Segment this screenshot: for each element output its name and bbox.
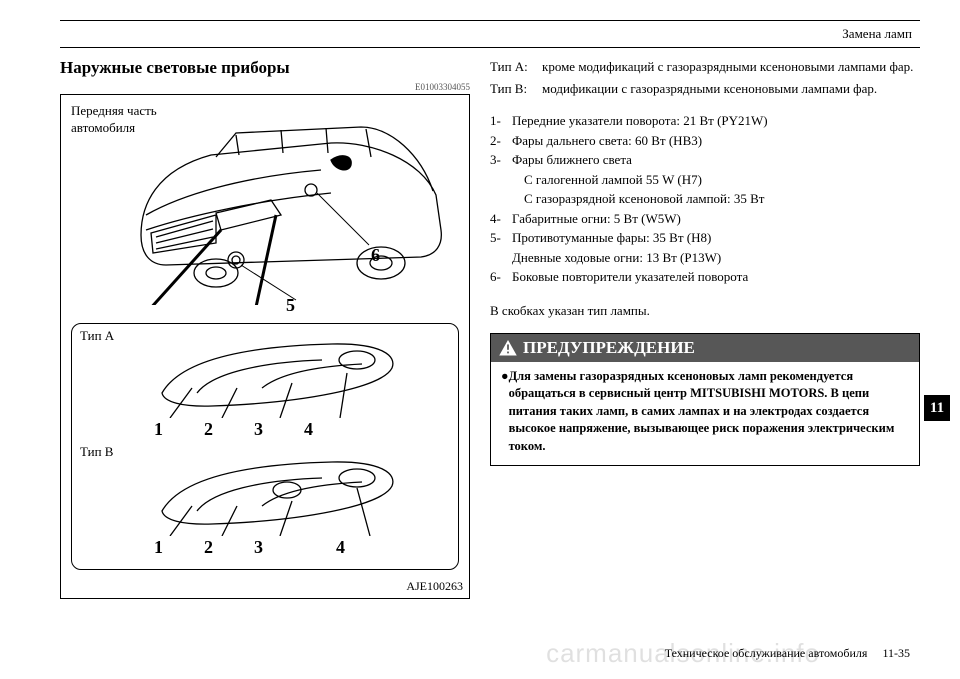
- warning-text: Для замены газоразрядных ксеноновых ламп…: [509, 368, 909, 456]
- type-b-label: Тип B: [80, 444, 113, 460]
- spec-row: 3-Фары ближнего света: [490, 150, 920, 170]
- page-header: Замена ламп: [60, 20, 920, 48]
- watermark: carmanualsonline.info: [546, 638, 820, 669]
- headlamp-detail-box: Тип A 12: [71, 323, 459, 570]
- spec-sub: С галогенной лампой 55 W (H7): [490, 170, 920, 190]
- spec-row: Дневные ходовые огни: 13 Вт (P13W): [490, 248, 920, 268]
- type-b-val: модификации с газоразрядными ксеноновыми…: [542, 80, 920, 98]
- side-tab: 11: [924, 395, 950, 421]
- spec-list: 1-Передние указатели поворота: 21 Вт (PY…: [490, 111, 920, 287]
- spec-row: 6-Боковые повторители указателей поворот…: [490, 267, 920, 287]
- spec-row: 4-Габаритные огни: 5 Вт (W5W): [490, 209, 920, 229]
- left-column: Наружные световые приборы E01003304055 П…: [60, 58, 470, 599]
- callout-5: 5: [286, 295, 295, 316]
- warning-icon: [499, 340, 517, 356]
- spec-row: 5-Противотуманные фары: 35 Вт (H8): [490, 228, 920, 248]
- figure-box: Передняя часть автомобиля: [60, 94, 470, 599]
- callout-6: 6: [371, 245, 380, 266]
- type-a-val: кроме модификаций с газоразрядными ксено…: [542, 58, 920, 76]
- footer-page: 11-35: [882, 646, 910, 660]
- type-a-key: Тип A:: [490, 58, 542, 76]
- header-right-text: Замена ламп: [842, 26, 912, 42]
- right-column: Тип A: кроме модификаций с газоразрядным…: [490, 58, 920, 599]
- type-table: Тип A: кроме модификаций с газоразрядным…: [490, 58, 920, 97]
- figure-code-top: E01003304055: [60, 82, 470, 92]
- warning-header: ПРЕДУПРЕЖДЕНИЕ: [491, 334, 919, 362]
- lamp-b-nums: 1234: [154, 537, 345, 558]
- warning-box: ПРЕДУПРЕЖДЕНИЕ ● Для замены газоразрядны…: [490, 333, 920, 467]
- warning-title: ПРЕДУПРЕЖДЕНИЕ: [523, 338, 695, 358]
- type-a-label: Тип A: [80, 328, 114, 344]
- warning-body: ● Для замены газоразрядных ксеноновых ла…: [491, 362, 919, 466]
- headlamp-a-svg: [152, 338, 402, 418]
- figure-code-bottom: AJE100263: [406, 579, 463, 594]
- note-line: В скобках указан тип лампы.: [490, 303, 920, 319]
- car-illustration: [121, 115, 451, 305]
- section-title: Наружные световые приборы: [60, 58, 470, 78]
- spec-row: 1-Передние указатели поворота: 21 Вт (PY…: [490, 111, 920, 131]
- type-b-key: Тип B:: [490, 80, 542, 98]
- headlamp-b-svg: [152, 456, 402, 536]
- spec-row: 2-Фары дальнего света: 60 Вт (HB3): [490, 131, 920, 151]
- spec-sub: С газоразрядной ксеноновой лампой: 35 Вт: [490, 189, 920, 209]
- lamp-a-nums: 1234: [154, 419, 313, 440]
- bullet-dot: ●: [501, 368, 509, 456]
